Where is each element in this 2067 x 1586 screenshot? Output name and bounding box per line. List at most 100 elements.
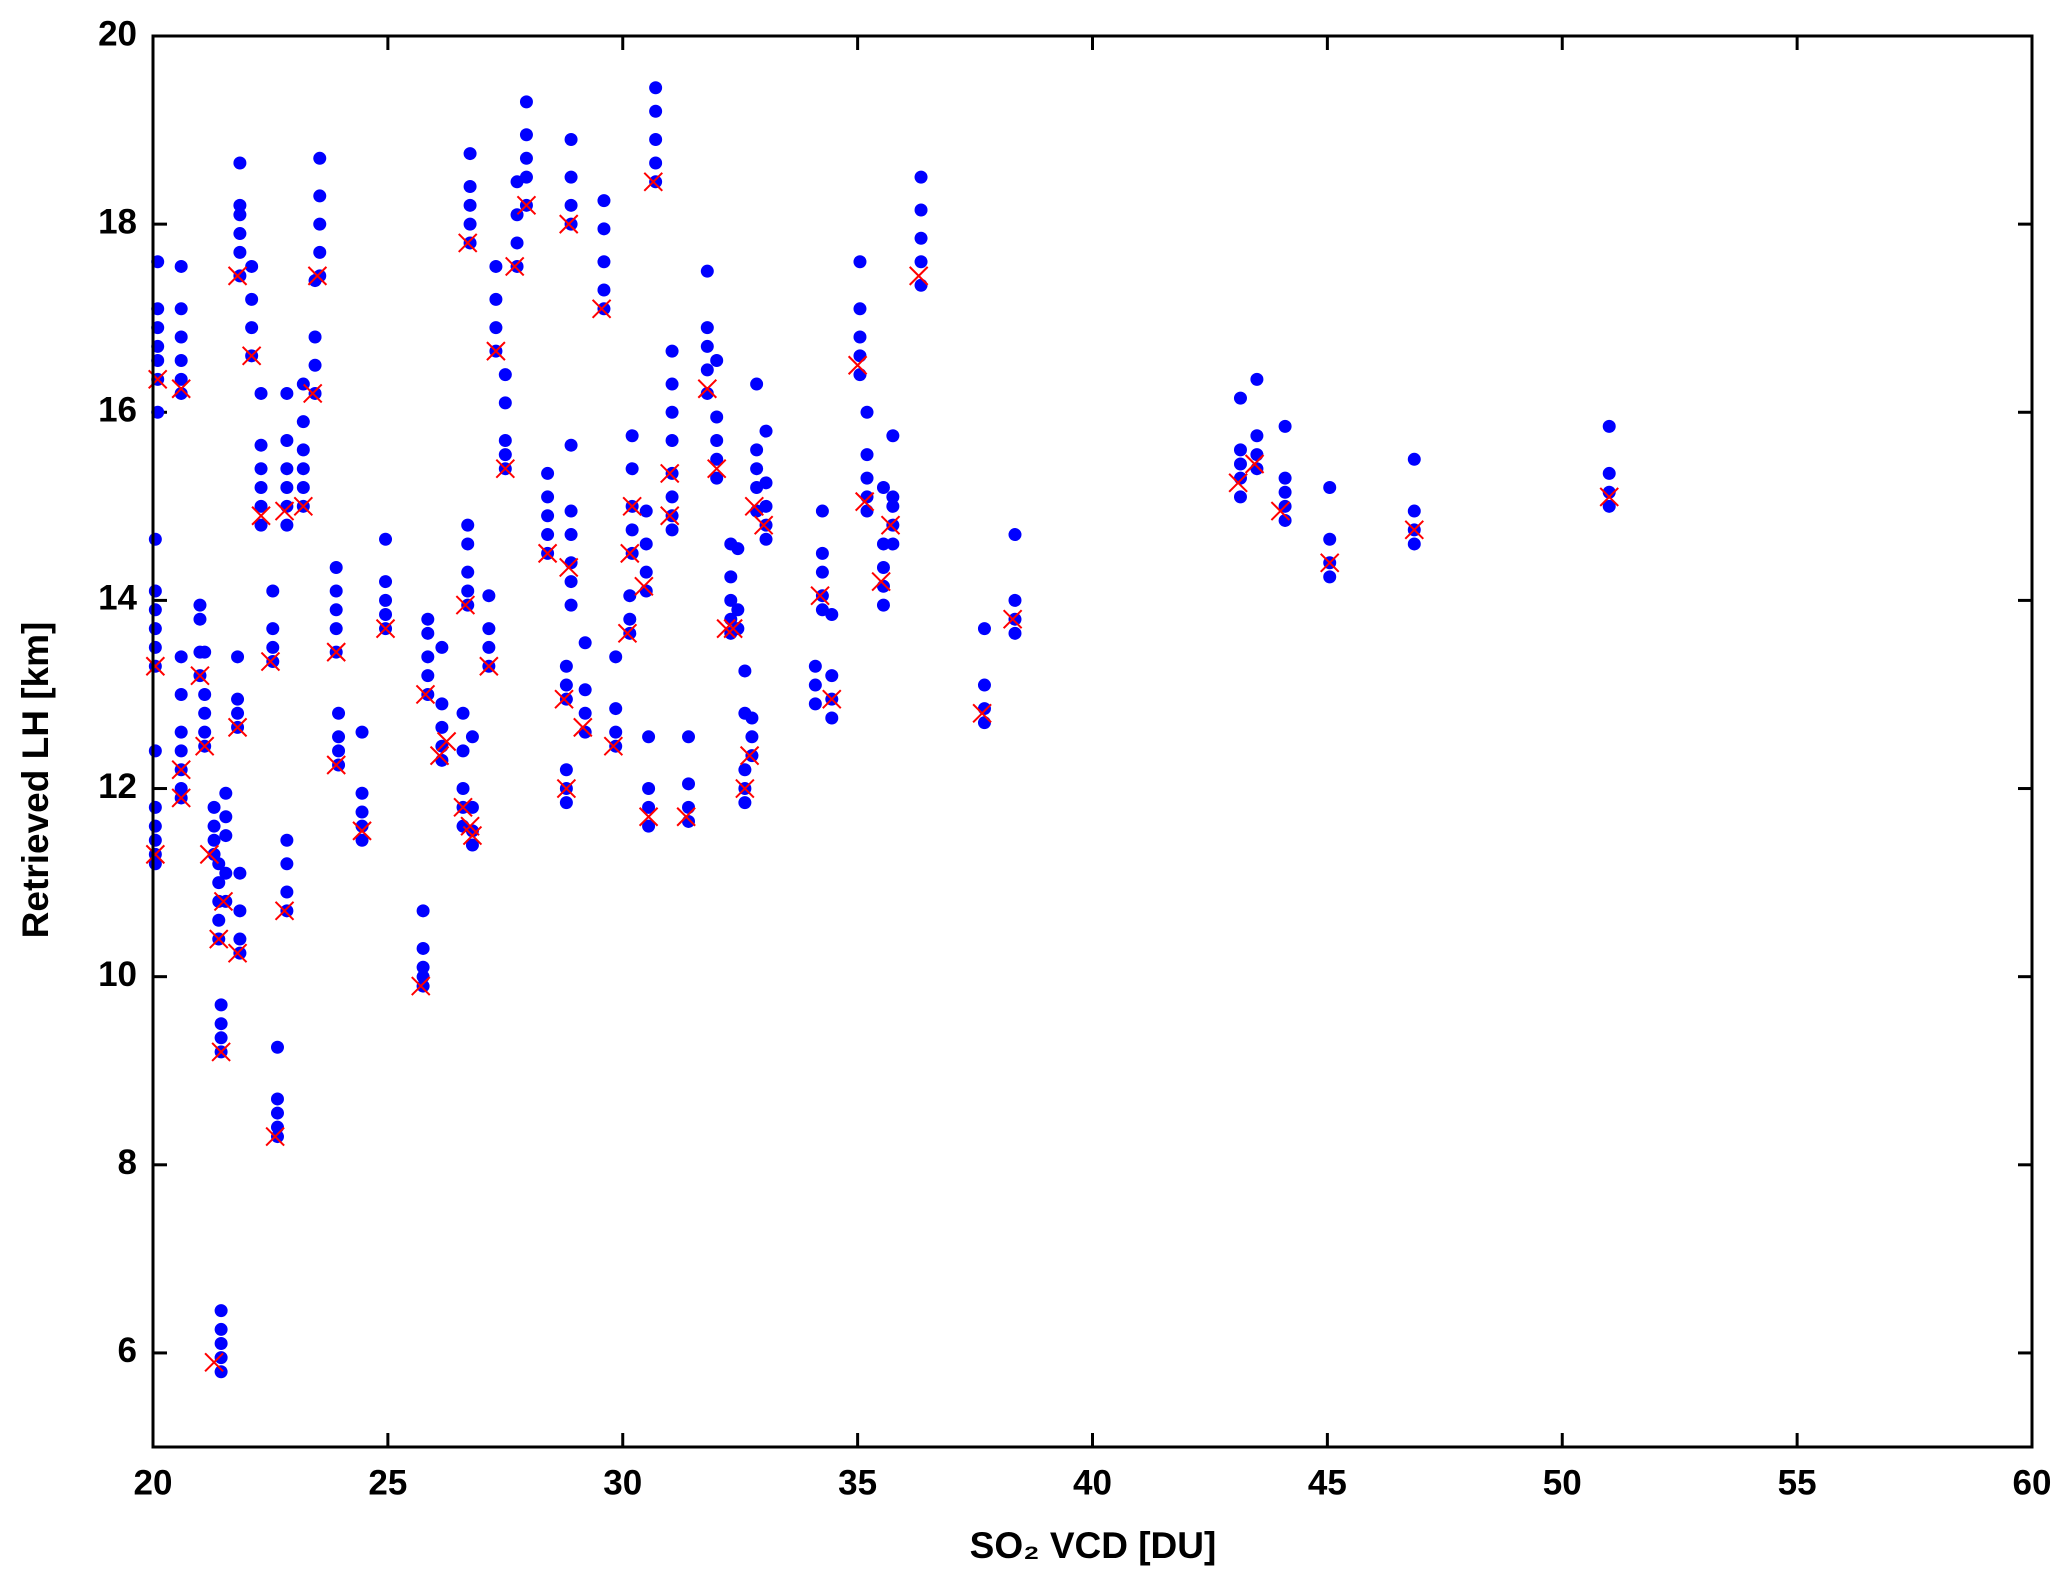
dot-marker bbox=[219, 894, 233, 908]
dot-marker bbox=[148, 819, 162, 833]
dot-marker bbox=[564, 198, 578, 212]
dot-marker bbox=[435, 720, 449, 734]
dot-marker bbox=[639, 504, 653, 518]
cross-marker bbox=[620, 543, 640, 564]
dot-marker bbox=[461, 598, 475, 612]
dot-marker bbox=[738, 664, 752, 678]
cross-marker bbox=[265, 1126, 285, 1147]
cross-marker bbox=[706, 458, 727, 479]
dot-marker bbox=[280, 481, 294, 495]
dot-marker bbox=[609, 650, 623, 664]
dot-marker bbox=[853, 349, 867, 363]
dot-marker bbox=[296, 481, 310, 495]
cross-stroke bbox=[241, 346, 262, 366]
cross-stroke bbox=[171, 379, 191, 399]
cross-stroke bbox=[739, 745, 760, 766]
dot-marker bbox=[578, 636, 592, 650]
x-tick-label: 25 bbox=[368, 1463, 407, 1502]
cross-marker bbox=[822, 689, 842, 709]
cross-stroke bbox=[559, 214, 579, 234]
dot-marker bbox=[465, 730, 479, 744]
dot-marker bbox=[233, 245, 247, 259]
dot-marker bbox=[214, 1365, 228, 1379]
cross-stroke bbox=[634, 576, 654, 596]
dot-marker bbox=[254, 386, 268, 400]
dot-marker bbox=[886, 429, 900, 443]
dot-marker bbox=[597, 194, 611, 208]
dot-marker bbox=[914, 255, 928, 269]
dot-marker bbox=[214, 1337, 228, 1351]
dot-marker bbox=[1278, 485, 1292, 499]
cross-stroke bbox=[559, 557, 579, 578]
dot-marker bbox=[214, 1017, 228, 1031]
dot-marker bbox=[860, 504, 874, 518]
cross-marker bbox=[274, 501, 295, 521]
dot-marker bbox=[665, 509, 679, 523]
cross-stroke bbox=[415, 684, 436, 705]
dot-marker bbox=[724, 570, 738, 584]
dot-marker bbox=[148, 603, 162, 617]
cross-stroke bbox=[660, 506, 680, 526]
cross-marker bbox=[617, 623, 638, 644]
dot-marker bbox=[665, 490, 679, 504]
dot-marker bbox=[355, 833, 369, 847]
dot-marker bbox=[682, 777, 696, 791]
cross-marker bbox=[326, 755, 346, 775]
cross-marker bbox=[190, 665, 210, 686]
cross-marker bbox=[1320, 553, 1340, 573]
dot-marker bbox=[710, 354, 724, 368]
cross-stroke bbox=[307, 266, 328, 286]
dot-marker bbox=[1407, 537, 1421, 551]
dot-marker bbox=[174, 744, 188, 758]
dot-marker bbox=[700, 363, 714, 377]
cross-marker bbox=[415, 684, 436, 705]
cross-stroke bbox=[194, 736, 215, 756]
dot-marker bbox=[886, 490, 900, 504]
x-tick-label: 60 bbox=[2013, 1463, 2052, 1502]
dot-marker bbox=[198, 706, 212, 720]
dot-marker bbox=[977, 622, 991, 636]
dot-marker bbox=[710, 471, 724, 485]
dot-marker bbox=[759, 518, 773, 532]
dot-marker bbox=[461, 565, 475, 579]
dot-marker bbox=[313, 269, 327, 283]
dot-marker bbox=[416, 904, 430, 918]
dot-marker bbox=[355, 819, 369, 833]
cross-stroke bbox=[209, 929, 229, 949]
dot-marker bbox=[1407, 504, 1421, 518]
dot-marker bbox=[421, 650, 435, 664]
dot-marker bbox=[710, 433, 724, 447]
dot-marker bbox=[296, 443, 310, 457]
dot-marker bbox=[207, 800, 221, 814]
dot-marker bbox=[914, 278, 928, 292]
cross-marker bbox=[227, 266, 248, 286]
dot-marker bbox=[1323, 481, 1337, 495]
dot-marker bbox=[355, 786, 369, 800]
dot-marker bbox=[233, 269, 247, 283]
cross-stroke bbox=[1320, 553, 1340, 573]
dot-marker bbox=[700, 339, 714, 353]
cross-marker bbox=[908, 266, 929, 286]
cross-stroke bbox=[660, 463, 680, 484]
cross-marker bbox=[559, 214, 579, 234]
dot-marker bbox=[977, 702, 991, 716]
dot-marker bbox=[853, 368, 867, 382]
dot-marker bbox=[860, 448, 874, 462]
dot-marker bbox=[1250, 448, 1264, 462]
dot-marker bbox=[421, 612, 435, 626]
cross-marker bbox=[171, 379, 191, 399]
dot-marker bbox=[270, 1120, 284, 1134]
dot-marker bbox=[254, 462, 268, 476]
y-tick-label: 20 bbox=[98, 14, 137, 53]
dot-marker bbox=[214, 1031, 228, 1045]
dot-marker bbox=[710, 410, 724, 424]
y-tick-label: 14 bbox=[98, 579, 137, 618]
cross-marker bbox=[1002, 609, 1023, 629]
cross-stroke bbox=[1244, 454, 1265, 474]
dot-marker bbox=[280, 885, 294, 899]
dot-marker bbox=[233, 904, 247, 918]
dot-marker bbox=[456, 782, 470, 796]
dot-marker bbox=[379, 593, 393, 607]
dot-marker bbox=[559, 796, 573, 810]
